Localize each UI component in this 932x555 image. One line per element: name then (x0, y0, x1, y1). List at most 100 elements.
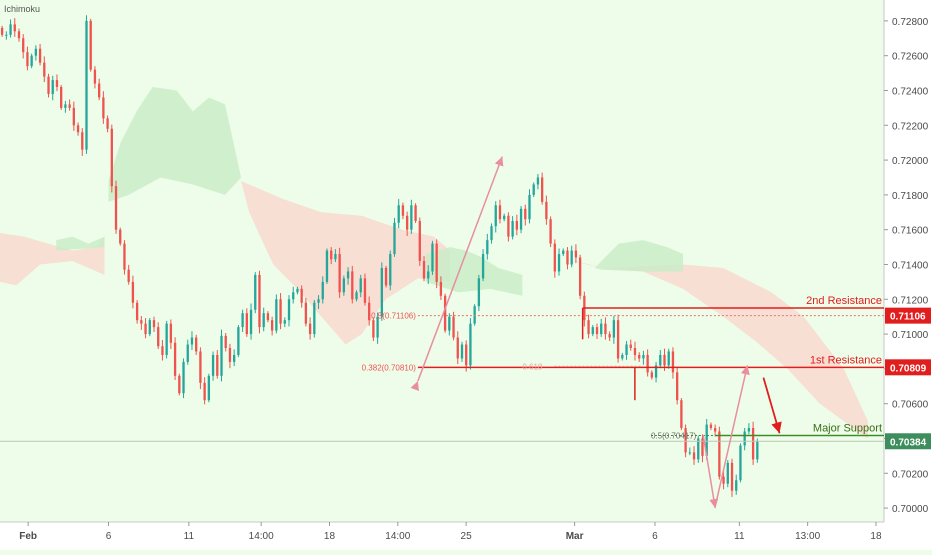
candle-body (545, 201, 548, 220)
candle-body (224, 335, 227, 348)
candle (355, 290, 358, 302)
candle (401, 202, 405, 220)
candle-body (72, 107, 75, 126)
cloud-bull-3 (594, 240, 684, 272)
candle (486, 233, 489, 260)
candle-body (591, 327, 594, 335)
candle (47, 73, 50, 98)
candle (34, 45, 38, 61)
candle (566, 247, 569, 270)
candle (376, 312, 379, 344)
candle-body (397, 205, 400, 223)
candle-body (654, 365, 658, 378)
candle-body (203, 382, 206, 401)
candle-body (114, 186, 118, 230)
candle-body (642, 354, 645, 359)
candle (646, 349, 649, 377)
candle (621, 352, 624, 361)
candle (384, 265, 388, 288)
candle (13, 18, 16, 37)
candle-body (351, 271, 354, 300)
candle-body (507, 215, 510, 237)
candle-body (140, 320, 143, 324)
candle-body (608, 334, 611, 338)
candle-body (726, 462, 729, 484)
candle (591, 325, 594, 337)
candle-body (43, 62, 46, 77)
candle (448, 313, 451, 336)
fib-0618-label: 0.618 (522, 362, 543, 371)
time-tick-label: Feb (19, 531, 37, 542)
candle (228, 343, 232, 369)
candle-body (232, 354, 236, 362)
candle (330, 247, 333, 265)
candle (642, 350, 645, 365)
price-tick-label: 0.72600 (892, 52, 929, 63)
candle-body (308, 323, 312, 335)
candle (650, 370, 654, 380)
candle (76, 122, 80, 136)
candle-body (680, 400, 683, 429)
candle-body (684, 428, 687, 453)
price-tick-label: 0.71600 (892, 226, 929, 237)
cloud-bear-1 (241, 180, 451, 345)
candle (751, 421, 755, 465)
candle (85, 15, 88, 154)
candle (389, 250, 392, 291)
candle-body (60, 87, 63, 108)
candle (55, 74, 59, 92)
candle-body (287, 299, 291, 321)
candle-body (604, 323, 607, 335)
candle-body (292, 292, 295, 300)
candle (5, 31, 8, 40)
price-tick-label: 0.72200 (892, 121, 929, 132)
candle (321, 276, 324, 304)
candle (756, 438, 759, 463)
candle-body (38, 48, 42, 63)
swing-arrow-down (702, 434, 719, 509)
candle-body (511, 220, 514, 237)
candle (165, 320, 168, 359)
candle (346, 267, 350, 285)
candle-body (47, 76, 50, 94)
candle-body (549, 219, 552, 244)
candle-body (216, 354, 219, 376)
candle-body (692, 452, 696, 460)
candle-body (17, 31, 21, 39)
candle-body (376, 316, 379, 338)
candle-body (697, 438, 700, 460)
candle (182, 358, 185, 399)
candle (380, 262, 383, 321)
first-resistance-badge-bg (885, 359, 931, 376)
candle-body (270, 320, 274, 331)
candle (528, 189, 531, 224)
candle (93, 66, 97, 89)
candle (578, 254, 582, 300)
candle-body (646, 354, 649, 373)
candle (30, 53, 33, 69)
candle-body (13, 24, 16, 32)
candle-body (346, 271, 350, 279)
candle-body (503, 215, 506, 220)
candle (334, 249, 337, 263)
candle-body (701, 438, 704, 456)
candle (633, 341, 637, 361)
cloud-bull-0 (108, 87, 242, 202)
candle-body (431, 243, 434, 272)
candle (81, 128, 84, 156)
candle-body (131, 281, 135, 303)
candle-body (481, 254, 485, 279)
candle-body (102, 97, 105, 119)
time-tick-label: 11 (184, 531, 195, 542)
candle (743, 428, 746, 451)
candle-body (460, 344, 464, 359)
candle (287, 295, 291, 327)
candle-body (317, 299, 320, 303)
candle (410, 199, 413, 234)
candle (616, 314, 620, 363)
candle-body (300, 288, 303, 303)
candle (498, 199, 502, 224)
candle (241, 309, 244, 332)
